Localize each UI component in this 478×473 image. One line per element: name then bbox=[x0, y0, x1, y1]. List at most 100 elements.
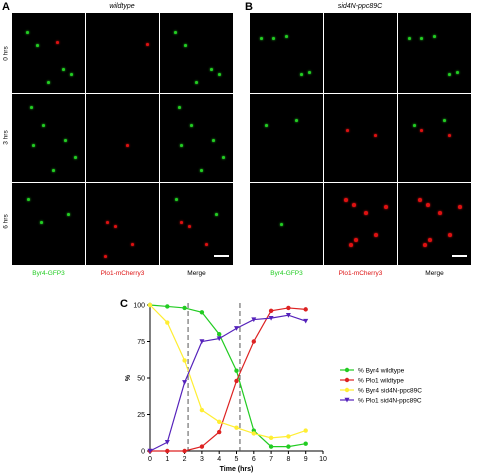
data-point bbox=[199, 407, 205, 413]
fluorescent-spot bbox=[32, 144, 35, 147]
b-3h-red bbox=[324, 94, 397, 182]
data-point bbox=[303, 307, 308, 312]
data-point bbox=[286, 444, 291, 449]
a-0h-green bbox=[12, 13, 85, 93]
fluorescent-spot bbox=[443, 119, 446, 122]
series-line bbox=[149, 314, 306, 452]
fluorescent-spot bbox=[265, 124, 268, 127]
fluorescent-spot bbox=[280, 223, 283, 226]
fluorescent-spot bbox=[210, 68, 213, 71]
fluorescent-spot bbox=[354, 238, 358, 242]
data-point bbox=[165, 304, 170, 309]
fluorescent-spot bbox=[433, 35, 436, 38]
b-0h-green bbox=[250, 13, 323, 93]
fluorescent-spot bbox=[308, 71, 311, 74]
fluorescent-spot bbox=[295, 119, 298, 122]
a-6h-red bbox=[86, 183, 159, 265]
data-point bbox=[216, 336, 222, 342]
fluorescent-spot bbox=[428, 238, 432, 242]
a-6h-green bbox=[12, 183, 85, 265]
fluorescent-spot bbox=[30, 106, 33, 109]
fluorescent-spot bbox=[180, 221, 183, 224]
fluorescent-spot bbox=[27, 198, 30, 201]
fluorescent-spot bbox=[218, 73, 221, 76]
fluorescent-spot bbox=[346, 129, 349, 132]
fluorescent-spot bbox=[74, 156, 77, 159]
legend-entry: % Byr4 sid4N-ppc89C bbox=[358, 388, 422, 395]
data-point bbox=[251, 339, 256, 344]
fluorescent-spot bbox=[195, 81, 198, 84]
data-point bbox=[182, 448, 187, 454]
data-point bbox=[199, 339, 205, 344]
data-point bbox=[147, 302, 153, 308]
x-axis-label: Time (hrs) bbox=[220, 466, 254, 473]
b-6h-red bbox=[324, 183, 397, 265]
fluorescent-spot bbox=[26, 31, 29, 34]
legend-marker bbox=[344, 397, 350, 403]
a-0h-merge bbox=[160, 13, 233, 93]
legend-entry: % Byr4 wildtype bbox=[358, 368, 405, 375]
x-tick-label: 4 bbox=[217, 456, 221, 463]
data-point bbox=[268, 444, 274, 449]
panel-b-label: B bbox=[245, 1, 253, 13]
fluorescent-spot bbox=[458, 205, 462, 209]
series-line bbox=[150, 307, 306, 452]
fluorescent-spot bbox=[62, 68, 65, 71]
a-3h-merge bbox=[160, 94, 233, 182]
a-3h-green bbox=[12, 94, 85, 182]
fluorescent-spot bbox=[184, 44, 187, 47]
data-point bbox=[268, 308, 274, 314]
fluorescent-spot bbox=[374, 134, 377, 137]
data-point bbox=[165, 320, 170, 325]
fluorescent-spot bbox=[448, 233, 452, 237]
fluorescent-spot bbox=[70, 73, 73, 76]
series-line bbox=[149, 304, 306, 439]
data-point bbox=[234, 378, 239, 384]
data-point bbox=[285, 313, 291, 318]
data-point bbox=[268, 315, 274, 321]
data-point bbox=[217, 429, 222, 435]
panel-a-title: wildtype bbox=[109, 3, 135, 10]
fluorescent-spot bbox=[300, 73, 303, 76]
fluorescent-spot bbox=[126, 144, 129, 147]
fluorescent-spot bbox=[104, 255, 107, 258]
fluorescent-spot bbox=[114, 225, 117, 228]
data-point bbox=[199, 310, 205, 315]
data-point bbox=[217, 332, 222, 337]
fluorescent-spot bbox=[42, 124, 45, 127]
fluorescent-spot bbox=[352, 203, 356, 207]
data-point bbox=[199, 444, 205, 449]
fluorescent-spot bbox=[448, 73, 451, 76]
legend-marker bbox=[344, 377, 350, 383]
legend-entry: % Plo1 wildtype bbox=[358, 378, 404, 385]
legend-entry: % Plo1 sid4N-ppc89C bbox=[358, 398, 422, 405]
x-tick-label: 8 bbox=[286, 456, 290, 463]
fluorescent-spot bbox=[64, 139, 67, 142]
legend-marker bbox=[344, 367, 350, 373]
a-6h-merge bbox=[160, 183, 233, 265]
data-point bbox=[268, 435, 274, 441]
fluorescent-spot bbox=[222, 156, 225, 159]
x-tick-label: 1 bbox=[165, 456, 169, 463]
y-tick-label: 50 bbox=[137, 376, 145, 383]
fluorescent-spot bbox=[418, 198, 422, 202]
a-col-label-plo1: Plo1-mCherry3 bbox=[100, 270, 145, 277]
data-point bbox=[182, 305, 187, 311]
fluorescent-spot bbox=[344, 198, 348, 202]
fluorescent-spot bbox=[40, 221, 43, 224]
fluorescent-spot bbox=[260, 37, 263, 40]
fluorescent-spot bbox=[178, 106, 181, 109]
data-point bbox=[182, 358, 187, 363]
fluorescent-spot bbox=[190, 124, 193, 127]
fluorescent-spot bbox=[56, 41, 59, 44]
fluorescent-spot bbox=[413, 124, 416, 127]
fluorescent-spot bbox=[188, 225, 191, 228]
y-tick-label: 75 bbox=[137, 339, 145, 346]
data-point bbox=[164, 440, 170, 445]
b-3h-green bbox=[250, 94, 323, 182]
fluorescent-spot bbox=[456, 71, 459, 74]
data-point bbox=[234, 368, 239, 373]
data-point bbox=[286, 305, 291, 311]
fluorescent-spot bbox=[212, 139, 215, 142]
